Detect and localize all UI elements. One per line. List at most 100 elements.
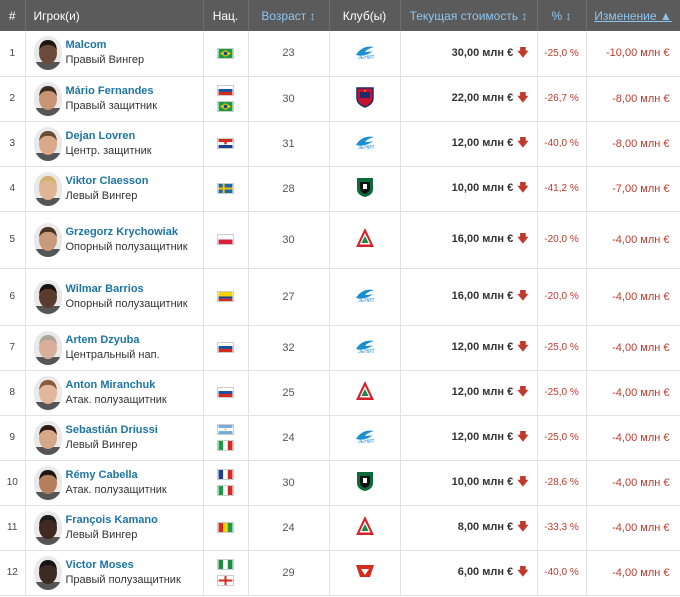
zenit-crest[interactable]: ЗЕНИТ	[354, 427, 376, 448]
svg-text:ЗЕНИТ: ЗЕНИТ	[358, 439, 375, 445]
player-name-link[interactable]: Grzegorz Krychowiak	[65, 225, 178, 238]
percent-change: -25,0 %	[537, 325, 587, 371]
row-number: 2	[0, 76, 26, 122]
krasnodar-crest[interactable]	[355, 470, 375, 495]
zenit-crest[interactable]: ЗЕНИТ	[354, 286, 376, 307]
sort-change-button[interactable]: Изменение ▲	[586, 0, 680, 31]
value-change: -4,00 млн €	[586, 505, 680, 551]
market-value-cell: 12,00 млн € 🡇	[400, 121, 538, 167]
player-cell: Mário Fernandes Правый защитник	[25, 76, 204, 122]
sort-value-button[interactable]: Текущая стоимость ↕	[400, 0, 538, 31]
france-flag	[217, 469, 234, 480]
player-name-link[interactable]: Artem Dzyuba	[65, 333, 140, 346]
market-value[interactable]: 16,00 млн €	[451, 233, 514, 245]
row-number: 11	[0, 505, 26, 551]
player-name-link[interactable]: Malcom	[65, 39, 107, 52]
player-name-link[interactable]: Anton Miranchuk	[65, 378, 156, 391]
market-value[interactable]: 22,00 млн €	[451, 92, 514, 104]
percent-change: -26,7 %	[537, 76, 587, 122]
sort-age-button[interactable]: Возраст ↕	[248, 0, 330, 31]
russia-flag	[217, 342, 234, 353]
market-value[interactable]: 10,00 млн €	[451, 476, 514, 488]
player-position: Центральный нап.	[65, 348, 160, 361]
sort-pct-button[interactable]: % ↕	[537, 0, 587, 31]
row-number: 1	[0, 31, 26, 77]
nationality-cell	[203, 550, 249, 596]
arrow-down-icon: 🡇	[517, 290, 529, 302]
value-change: -4,00 млн €	[586, 268, 680, 326]
player-cell: Grzegorz Krychowiak Опорный полузащитник	[25, 211, 204, 269]
market-value[interactable]: 8,00 млн €	[457, 521, 514, 533]
percent-change: -25,0 %	[537, 370, 587, 416]
club-cell: ЗЕНИТ	[329, 415, 401, 461]
nigeria-flag	[217, 559, 234, 570]
player-photo	[33, 420, 62, 455]
percent-change: -25,0 %	[537, 415, 587, 461]
brazil-flag	[217, 101, 234, 112]
player-name-link[interactable]: Viktor Claesson	[65, 174, 149, 187]
russia-flag	[217, 387, 234, 398]
arrow-down-icon: 🡇	[517, 182, 529, 194]
market-value[interactable]: 16,00 млн €	[451, 290, 514, 302]
market-value[interactable]: 12,00 млн €	[451, 386, 514, 398]
market-value[interactable]: 6,00 млн €	[457, 566, 514, 578]
market-value-cell: 12,00 млн € 🡇	[400, 370, 538, 416]
nationality-cell	[203, 76, 249, 122]
lokomotiv-crest[interactable]	[355, 380, 375, 405]
svg-text:ЗЕНИТ: ЗЕНИТ	[358, 55, 375, 61]
row-number: 7	[0, 325, 26, 371]
market-value-cell: 10,00 млн € 🡇	[400, 166, 538, 212]
arrow-down-icon: 🡇	[517, 341, 529, 353]
market-value-cell: 12,00 млн € 🡇	[400, 325, 538, 371]
market-value[interactable]: 12,00 млн €	[451, 137, 514, 149]
svg-text:ЗЕНИТ: ЗЕНИТ	[358, 145, 375, 151]
player-position: Левый Вингер	[65, 438, 138, 451]
club-cell: ЗЕНИТ	[329, 121, 401, 167]
player-name-link[interactable]: François Kamano	[65, 513, 158, 526]
nationality-cell	[203, 31, 249, 77]
table-row: 7 Artem Dzyuba Центральный нап. 32 ЗЕНИТ 12,0…	[0, 325, 680, 371]
nationality-cell	[203, 460, 249, 506]
player-name-link[interactable]: Mário Fernandes	[65, 84, 154, 97]
player-cell: François Kamano Левый Вингер	[25, 505, 204, 551]
svg-text:ЗЕНИТ: ЗЕНИТ	[358, 349, 375, 355]
player-name-link[interactable]: Dejan Lovren	[65, 129, 136, 142]
market-value[interactable]: 30,00 млн €	[451, 46, 514, 59]
player-photo	[33, 555, 62, 590]
lokomotiv-crest[interactable]	[355, 227, 375, 252]
zenit-crest[interactable]: ЗЕНИТ	[354, 133, 376, 154]
svg-text:ЗЕНИТ: ЗЕНИТ	[358, 298, 375, 304]
arrow-down-icon: 🡇	[517, 233, 529, 245]
market-value[interactable]: 10,00 млн €	[451, 182, 514, 194]
player-name-link[interactable]: Victor Moses	[65, 558, 134, 571]
club-cell	[329, 166, 401, 212]
zenit-crest[interactable]: ЗЕНИТ	[354, 43, 376, 64]
player-position: Левый Вингер	[65, 189, 138, 202]
value-change: -10,00 млн €	[586, 31, 680, 77]
nationality-cell	[203, 505, 249, 551]
cska-crest[interactable]	[355, 86, 375, 111]
age-cell: 24	[248, 415, 330, 461]
age-cell: 31	[248, 121, 330, 167]
market-value[interactable]: 12,00 млн €	[451, 341, 514, 353]
player-position: Правый защитник	[65, 99, 158, 112]
zenit-crest[interactable]: ЗЕНИТ	[354, 337, 376, 358]
value-change: -4,00 млн €	[586, 211, 680, 269]
krasnodar-crest[interactable]	[355, 176, 375, 201]
player-photo	[33, 36, 62, 71]
player-name-link[interactable]: Sebastián Driussi	[65, 423, 158, 436]
spartak-crest[interactable]	[354, 561, 376, 584]
player-position: Левый Вингер	[65, 528, 138, 541]
player-cell: Viktor Claesson Левый Вингер	[25, 166, 204, 212]
market-value[interactable]: 12,00 млн €	[451, 431, 514, 443]
player-name-link[interactable]: Rémy Cabella	[65, 468, 138, 481]
lokomotiv-crest[interactable]	[355, 515, 375, 540]
club-cell: ЗЕНИТ	[329, 268, 401, 326]
argentina-flag	[217, 424, 234, 435]
percent-change: -20,0 %	[537, 268, 587, 326]
player-name-link[interactable]: Wilmar Barrios	[65, 282, 144, 295]
age-cell: 24	[248, 505, 330, 551]
nationality-cell	[203, 415, 249, 461]
player-cell: Victor Moses Правый полузащитник	[25, 550, 204, 596]
